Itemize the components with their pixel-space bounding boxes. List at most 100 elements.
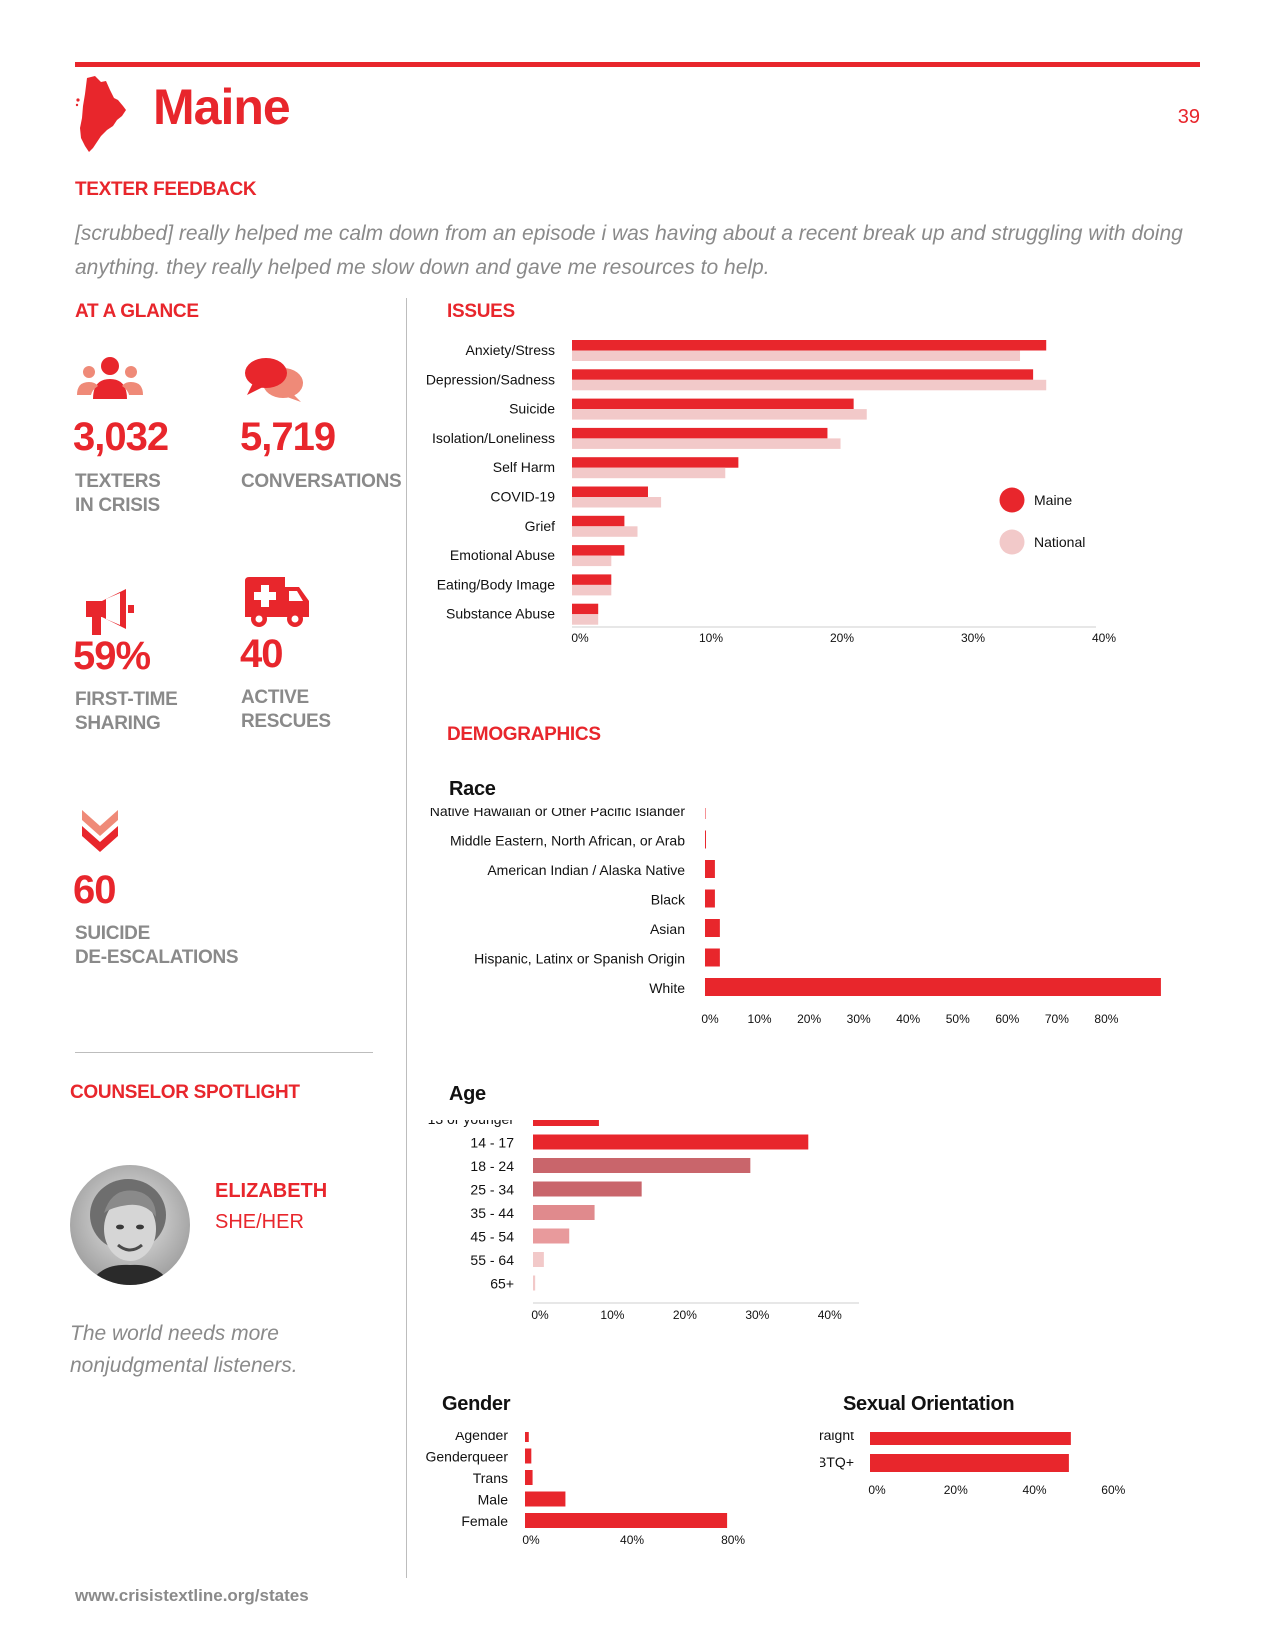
tick-label: 40% bbox=[896, 1012, 920, 1026]
category-label: Hispanic, Latinx or Spanish Origin bbox=[474, 951, 685, 967]
suicide-deescalations-count: 60 bbox=[73, 868, 116, 912]
bar bbox=[705, 808, 706, 819]
suicide-deescalations-label: SUICIDE DE-ESCALATIONS bbox=[75, 923, 239, 968]
bar-maine bbox=[572, 398, 854, 410]
tick-label: 0% bbox=[531, 1308, 549, 1322]
bar bbox=[525, 1448, 532, 1464]
megaphone-icon bbox=[86, 589, 134, 635]
tick-label: 40% bbox=[620, 1533, 644, 1547]
texters-count: 3,032 bbox=[73, 415, 169, 459]
tick-label: 80% bbox=[1094, 1012, 1118, 1026]
category-label: Suicide bbox=[509, 401, 555, 417]
orientation-title: Sexual Orientation bbox=[843, 1393, 1015, 1415]
tick-label: 20% bbox=[944, 1483, 968, 1497]
category-label: Genderqueer bbox=[425, 1449, 508, 1465]
tick-label: 40% bbox=[818, 1308, 842, 1322]
tick-label: 40% bbox=[1023, 1483, 1047, 1497]
bar-maine bbox=[572, 369, 1034, 380]
tick-label: 0% bbox=[701, 1012, 719, 1026]
bar bbox=[705, 889, 715, 908]
bar bbox=[533, 1158, 751, 1173]
issues-heading: ISSUES bbox=[447, 301, 515, 322]
tick-label: 50% bbox=[946, 1012, 970, 1026]
people-icon bbox=[77, 357, 143, 399]
bar bbox=[705, 860, 715, 878]
legend-marker-maine bbox=[999, 487, 1025, 513]
category-label: Isolation/Loneliness bbox=[432, 430, 555, 446]
counselor-name: ELIZABETH bbox=[215, 1180, 328, 1202]
bar-national bbox=[572, 438, 841, 449]
category-label: 25 - 34 bbox=[470, 1182, 514, 1198]
bar bbox=[533, 1120, 599, 1126]
texter-feedback-heading: TEXTER FEEDBACK bbox=[75, 179, 257, 200]
tick-label: 40% bbox=[1092, 631, 1116, 645]
tick-label: 20% bbox=[797, 1012, 821, 1026]
race-title: Race bbox=[449, 778, 496, 800]
orientation-chart: Straight LGBTQ+ 0% 20% 40% 60% bbox=[820, 1432, 1126, 1497]
at-a-glance-heading: AT A GLANCE bbox=[75, 301, 199, 322]
active-rescues-label: ACTIVE RESCUES bbox=[241, 687, 331, 732]
race-chart: Native Hawaiian or Other Pacific Islande… bbox=[430, 808, 1161, 1026]
chat-bubbles-icon bbox=[245, 358, 303, 402]
category-label: Depression/Sadness bbox=[426, 371, 555, 387]
tick-label: 60% bbox=[1101, 1483, 1125, 1497]
category-label: 14 - 17 bbox=[470, 1135, 514, 1151]
legend-label: Maine bbox=[1034, 492, 1072, 508]
bar bbox=[705, 830, 706, 849]
bar-national bbox=[572, 409, 867, 420]
bar bbox=[705, 919, 720, 937]
column-divider bbox=[406, 298, 407, 1578]
bar bbox=[525, 1470, 533, 1485]
bar-national bbox=[572, 467, 726, 479]
first-time-percent: 59% bbox=[73, 634, 151, 678]
page-title: Maine bbox=[153, 79, 291, 135]
bar-maine bbox=[572, 574, 612, 585]
top-rule bbox=[75, 62, 1200, 67]
category-label: Eating/Body Image bbox=[437, 576, 556, 592]
tick-label: 10% bbox=[699, 631, 723, 645]
bar bbox=[525, 1513, 728, 1528]
category-label: Male bbox=[478, 1492, 509, 1508]
category-label: Native Hawaiian or Other Pacific Islande… bbox=[430, 808, 686, 819]
bar bbox=[533, 1181, 642, 1197]
tick-label: 20% bbox=[673, 1308, 697, 1322]
double-chevron-down-icon bbox=[82, 810, 118, 852]
legend-label: National bbox=[1034, 534, 1085, 550]
footer-url: www.crisistextline.org/states bbox=[75, 1586, 309, 1605]
tick-label: 80% bbox=[721, 1533, 745, 1547]
category-label: White bbox=[649, 980, 685, 996]
tick-label: 0% bbox=[522, 1533, 540, 1547]
category-label: Female bbox=[461, 1513, 508, 1529]
bar bbox=[705, 948, 720, 967]
bar bbox=[533, 1228, 570, 1244]
counselor-pronouns: SHE/HER bbox=[215, 1211, 304, 1233]
legend-marker-national bbox=[999, 529, 1025, 555]
tick-label: 10% bbox=[748, 1012, 772, 1026]
tick-label: 0% bbox=[571, 631, 589, 645]
category-label: 65+ bbox=[490, 1276, 514, 1292]
counselor-photo bbox=[70, 1165, 190, 1285]
bar-maine bbox=[572, 603, 599, 615]
category-label: Emotional Abuse bbox=[450, 547, 555, 563]
category-label: Self Harm bbox=[493, 459, 555, 475]
bar-maine bbox=[572, 427, 828, 439]
category-label: 45 - 54 bbox=[470, 1229, 514, 1245]
category-label: Agender bbox=[455, 1432, 508, 1443]
tick-label: 60% bbox=[995, 1012, 1019, 1026]
texters-label: TEXTERS IN CRISIS bbox=[75, 471, 161, 516]
gender-chart: Agender Genderqueer Trans Male Female 0% 40% 80… bbox=[425, 1432, 745, 1547]
category-label: COVID-19 bbox=[490, 489, 555, 505]
category-label: American Indian / Alaska Native bbox=[487, 862, 685, 878]
demographics-heading: DEMOGRAPHICS bbox=[447, 724, 601, 745]
category-label: Trans bbox=[473, 1470, 508, 1486]
age-title: Age bbox=[449, 1083, 486, 1105]
bar bbox=[525, 1491, 566, 1507]
bar bbox=[705, 978, 1161, 996]
category-label: Straight bbox=[820, 1432, 854, 1443]
bar-maine bbox=[572, 457, 739, 468]
bar bbox=[533, 1252, 544, 1267]
section-divider bbox=[75, 1052, 373, 1053]
ambulance-icon bbox=[245, 577, 309, 627]
tick-label: 30% bbox=[961, 631, 985, 645]
category-label: 35 - 44 bbox=[470, 1205, 514, 1221]
